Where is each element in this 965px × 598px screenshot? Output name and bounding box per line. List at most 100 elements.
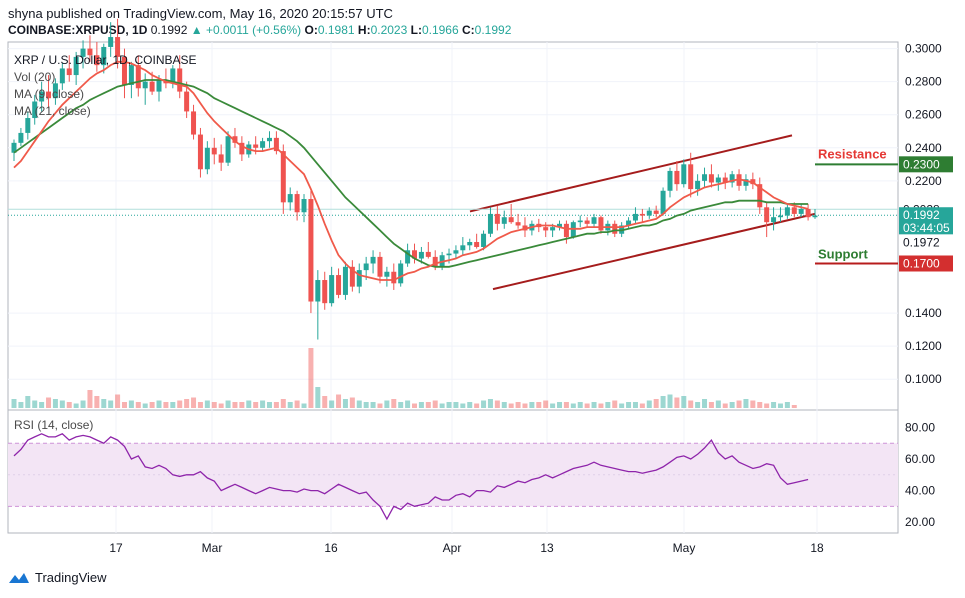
candle-body [239, 142, 245, 155]
candle-body [370, 256, 376, 264]
open-value: 0.1981 [317, 23, 355, 37]
y-tick-label: 0.1200 [905, 339, 942, 353]
volume-bar [494, 400, 500, 408]
price-axis-label: 0.1972 [903, 235, 940, 249]
volume-bar [294, 400, 300, 408]
candle-body [432, 256, 438, 267]
volume-bar [87, 390, 93, 408]
legend-rsi: RSI (14, close) [14, 418, 94, 432]
candle-body [695, 180, 701, 190]
volume-bar [757, 402, 763, 408]
volume-bar [639, 403, 645, 408]
volume-bar [25, 396, 31, 408]
volume-bar [211, 402, 217, 408]
volume-bar [191, 397, 197, 408]
volume-bar [591, 402, 597, 408]
volume-bar [619, 403, 625, 408]
volume-bar [646, 400, 652, 408]
rsi-tick-label: 80.00 [905, 420, 935, 434]
volume-bar [218, 403, 224, 408]
candle-body [515, 222, 521, 226]
y-tick-label: 0.2800 [905, 75, 942, 89]
symbol-ohlc-line: COINBASE:XRPUSD, 1D 0.1992 ▲ +0.0011 (+0… [8, 23, 511, 37]
candle-body [294, 194, 300, 213]
symbol-label: COINBASE:XRPUSD, 1D [8, 23, 148, 37]
candle-body [342, 266, 348, 295]
candle-body [266, 137, 272, 142]
volume-bar [653, 399, 659, 408]
candle-body [474, 242, 480, 247]
candle-body [108, 37, 114, 47]
price-axis-label-bg [899, 255, 953, 272]
volume-bar [784, 402, 790, 408]
candle-body [784, 207, 790, 216]
volume-bar [702, 399, 708, 408]
volume-bar [32, 400, 38, 408]
volume-bar [598, 403, 604, 408]
candle-body [612, 223, 618, 234]
x-tick-label: Mar [202, 541, 223, 555]
volume-bar [80, 400, 86, 408]
candle-body [494, 213, 500, 224]
volume-bar [543, 400, 549, 408]
candle-body [135, 65, 141, 89]
candle-body [798, 208, 804, 214]
candle-body [11, 142, 17, 153]
candle-body [425, 251, 431, 257]
candle-body [52, 83, 58, 99]
volume-bar [467, 402, 473, 408]
candle-body [412, 250, 417, 259]
volume-bar [570, 403, 576, 408]
volume-bar [101, 399, 107, 408]
price-axis-label-bg [899, 207, 953, 224]
volume-bar [204, 400, 210, 408]
volume-bar [156, 400, 162, 408]
candle-body [598, 217, 604, 231]
volume-bar [266, 402, 272, 408]
x-tick-label: Apr [443, 541, 462, 555]
x-tick-label: May [673, 541, 696, 555]
candle-body [59, 68, 65, 84]
candle-body [336, 275, 342, 295]
volume-bar [577, 402, 583, 408]
candle-body [115, 37, 121, 57]
open-label: O: [304, 23, 318, 37]
candle-body [550, 227, 556, 231]
candle-body [708, 174, 714, 183]
volume-bar [632, 402, 638, 408]
volume-bar [563, 402, 569, 408]
candle-body [308, 199, 314, 302]
volume-bar [522, 403, 528, 408]
ma9-line [13, 60, 809, 281]
candle-body [764, 207, 770, 223]
volume-bar [584, 403, 590, 408]
volume-bar [342, 399, 348, 408]
volume-bar [308, 348, 314, 408]
candle-body [591, 217, 597, 224]
candle-body [660, 190, 666, 214]
candle-body [170, 68, 176, 84]
volume-bar [329, 400, 335, 408]
volume-bar [142, 403, 148, 408]
high-value: 0.2023 [370, 23, 408, 37]
legend-ma9: MA (9, close) [14, 87, 85, 101]
rsi-tick-label: 20.00 [905, 515, 935, 529]
candle-body [156, 80, 162, 92]
candle-body [32, 101, 38, 119]
candle-body [232, 136, 238, 143]
volume-bar [11, 399, 17, 408]
footer-brand[interactable]: TradingView [8, 570, 107, 585]
published-caption: shyna published on TradingView.com, May … [8, 6, 393, 21]
candle-body [204, 147, 210, 170]
candle-body [149, 81, 155, 92]
candle-body [363, 263, 369, 271]
candle-body [273, 137, 279, 152]
volume-bar [59, 400, 65, 408]
volume-bar [163, 402, 169, 408]
volume-bar [280, 399, 286, 408]
volume-bar [405, 400, 411, 408]
rsi-tick-label: 40.00 [905, 484, 935, 498]
volume-bar [135, 402, 141, 408]
volume-bar [674, 397, 680, 408]
